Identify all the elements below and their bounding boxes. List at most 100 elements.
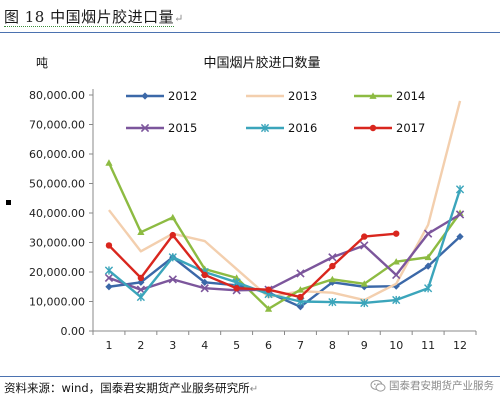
data-point [233, 274, 241, 281]
data-point [136, 285, 146, 294]
data-point [105, 159, 113, 166]
data-point [393, 230, 400, 237]
legend-label: 2017 [396, 121, 425, 135]
data-point [360, 241, 369, 250]
chart-title: 中国烟片胶进口数量 [203, 55, 320, 71]
legend-item-2014: 2014 [354, 89, 425, 103]
line-chart: 中国烟片胶进口数量 吨 0.00 10,000.00 20,000.00 30,000… [29, 55, 477, 352]
y-tick-label: 60,000.00 [29, 148, 85, 161]
x-tick-label: 2 [137, 339, 144, 352]
y-tick-label: 30,000.00 [29, 237, 85, 250]
series-line [108, 232, 397, 299]
data-point [105, 283, 113, 291]
source-text: 资料来源：wind，国泰君安期货产业服务研究所 [4, 381, 250, 395]
watermark-text: 国泰君安期货产业服务 [389, 380, 494, 392]
data-point [297, 293, 304, 301]
legend-swatch-marker [369, 124, 377, 132]
data-point [168, 253, 177, 262]
x-tick-label: 4 [201, 339, 208, 352]
x-tick-label: 7 [297, 339, 304, 352]
figure-title-text: 图 18 中国烟片胶进口量 [4, 8, 175, 27]
legend-item-2016: 2016 [246, 121, 317, 135]
x-tick-label: 12 [453, 339, 467, 352]
data-point [169, 213, 177, 221]
data-point [360, 280, 368, 287]
data-point [137, 278, 145, 286]
data-point [360, 298, 369, 308]
x-tick-label: 8 [329, 339, 336, 352]
legend-label: 2012 [168, 89, 197, 103]
data-point [104, 273, 114, 283]
y-axis-unit: 吨 [36, 56, 48, 70]
y-tick-label: 0.00 [61, 325, 86, 338]
data-point [169, 231, 176, 239]
data-point [104, 266, 114, 275]
data-point [137, 228, 145, 236]
data-point [201, 271, 208, 279]
data-point [296, 286, 305, 293]
x-tick-label: 1 [105, 339, 112, 352]
series-line [107, 162, 462, 311]
marker-stroke [423, 229, 433, 238]
marker-stroke [136, 285, 146, 294]
series-line [108, 189, 462, 305]
axes: 0.00 10,000.00 20,000.00 30,000.00 40,000.00… [29, 89, 477, 352]
data-point [200, 284, 209, 293]
x-tick-label: 6 [265, 339, 272, 352]
legend-label: 2013 [288, 89, 317, 103]
data-point [137, 274, 145, 282]
series-2016 [104, 185, 465, 308]
marker-stroke [168, 275, 177, 284]
marker-stroke [328, 253, 337, 262]
x-tick-label: 11 [421, 339, 435, 352]
wechat-icon [370, 379, 386, 392]
data-point [455, 185, 465, 194]
x-tick-label: 5 [233, 339, 240, 352]
data-point [392, 258, 400, 265]
data-point [328, 275, 336, 283]
legend-label: 2015 [168, 121, 197, 135]
source-note: 资料来源：wind，国泰君安期货产业服务研究所↵ [4, 380, 258, 396]
y-tick-label: 20,000.00 [29, 266, 85, 279]
legend-swatch-marker [260, 123, 270, 133]
legend-swatch-marker [140, 123, 150, 133]
data-point [168, 275, 177, 284]
data-point [328, 297, 337, 307]
marker-stroke [200, 284, 209, 293]
watermark: 国泰君安期货产业服务 [370, 378, 494, 393]
legend: 2012 2013 2014 2015 2016 2017 [126, 89, 425, 135]
y-tick-label: 40,000.00 [29, 207, 85, 220]
paragraph-mark: ↵ [249, 384, 259, 395]
series-2017 [105, 230, 400, 301]
data-point [105, 242, 113, 249]
data-point [136, 292, 145, 302]
marker-stroke [360, 241, 369, 250]
y-tick-label: 50,000.00 [29, 178, 85, 191]
marker-stroke [392, 270, 401, 280]
y-tick-label: 80,000.00 [29, 89, 85, 102]
bullet-mark [6, 200, 11, 205]
legend-item-2012: 2012 [126, 89, 197, 103]
title-divider [0, 32, 500, 33]
series-2014 [105, 159, 464, 312]
y-tick-label: 10,000.00 [29, 296, 85, 309]
legend-label: 2014 [396, 89, 425, 103]
source-divider [0, 376, 500, 377]
data-point [296, 269, 305, 278]
data-point [392, 295, 401, 305]
legend-item-2013: 2013 [246, 89, 317, 103]
data-point [361, 233, 368, 240]
data-point [456, 233, 464, 241]
legend-item-2015: 2015 [126, 121, 197, 135]
data-point [423, 229, 433, 238]
series-layer [104, 100, 465, 312]
marker-stroke [104, 273, 114, 283]
legend-swatch-marker [369, 92, 377, 99]
data-point [328, 253, 337, 262]
data-point [233, 285, 240, 292]
figure-title: 图 18 中国烟片胶进口量↵ [4, 6, 184, 27]
legend-swatch-marker [141, 92, 149, 100]
x-tick-label: 10 [389, 339, 403, 352]
data-point [424, 253, 432, 261]
data-point [265, 286, 272, 293]
